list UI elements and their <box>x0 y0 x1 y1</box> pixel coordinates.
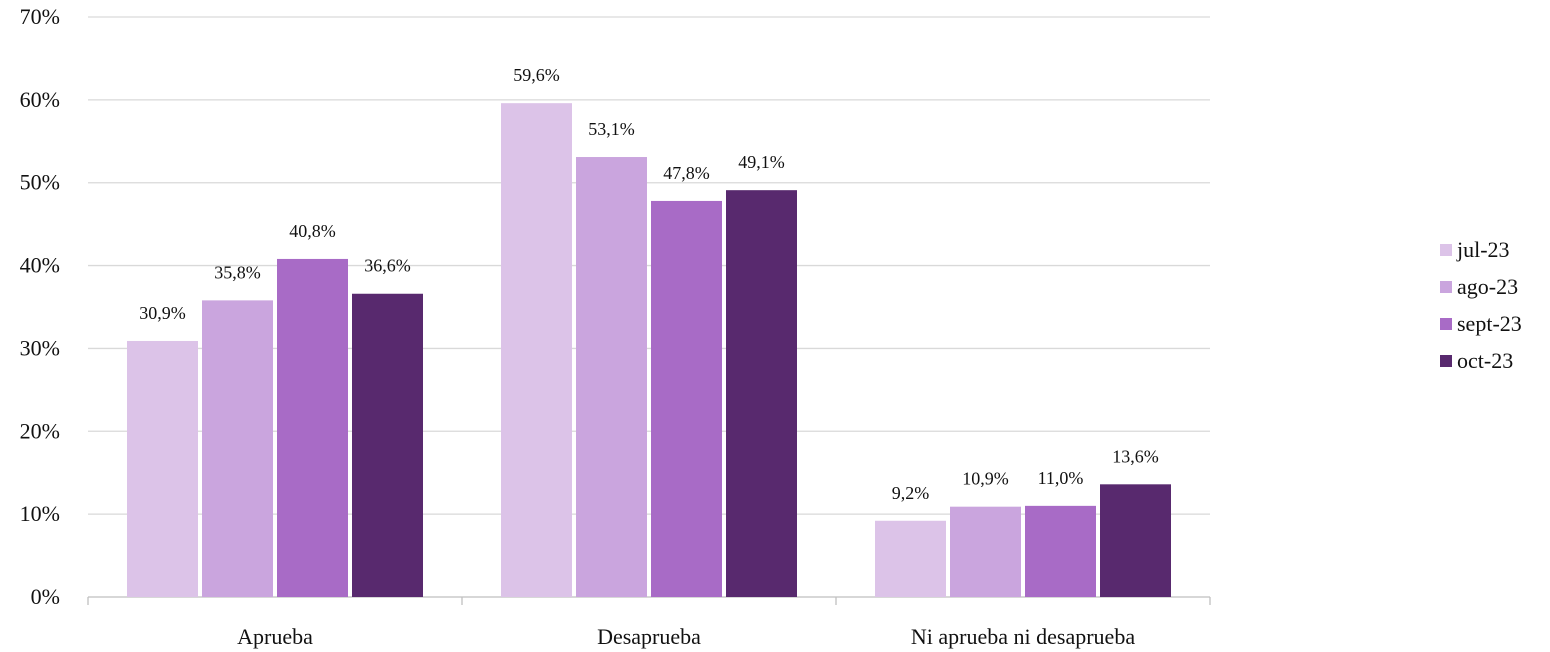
category-label: Aprueba <box>237 624 313 649</box>
data-label: 10,9% <box>962 469 1009 489</box>
data-label: 53,1% <box>588 119 635 139</box>
legend-label: sept-23 <box>1457 311 1522 336</box>
data-label: 9,2% <box>892 483 930 503</box>
y-tick-label: 50% <box>20 170 60 195</box>
legend-label: ago-23 <box>1457 274 1518 299</box>
legend-swatch <box>1440 318 1452 330</box>
y-tick-label: 70% <box>20 4 60 29</box>
legend-label: jul-23 <box>1456 237 1510 262</box>
y-axis-ticks: 0% 10% 20% 30% 40% 50% 60% 70% <box>20 4 60 609</box>
data-label: 47,8% <box>663 163 710 183</box>
y-tick-label: 40% <box>20 253 60 278</box>
y-tick-label: 20% <box>20 418 60 443</box>
category-labels: Aprueba Desaprueba Ni aprueba ni desaprueb… <box>237 624 1135 649</box>
legend-swatch <box>1440 281 1452 293</box>
bars <box>127 103 1171 598</box>
bar-ago-23 <box>950 506 1021 597</box>
bar-oct-23 <box>1100 484 1171 597</box>
bar-sept-23 <box>651 200 722 597</box>
data-label: 59,6% <box>513 65 560 85</box>
y-tick-label: 60% <box>20 87 60 112</box>
data-label: 35,8% <box>214 262 261 282</box>
x-axis <box>87 596 1211 605</box>
bar-oct-23 <box>726 190 797 597</box>
category-label: Ni aprueba ni desaprueba <box>911 624 1135 649</box>
legend: jul-23 ago-23 sept-23 oct-23 <box>1440 237 1522 373</box>
y-tick-label: 10% <box>20 501 60 526</box>
bar-sept-23 <box>1025 505 1096 597</box>
legend-swatch <box>1440 355 1452 367</box>
legend-swatch <box>1440 244 1452 256</box>
data-label: 49,1% <box>738 152 785 172</box>
legend-label: oct-23 <box>1457 348 1513 373</box>
bar-oct-23 <box>352 293 423 597</box>
y-tick-label: 0% <box>31 584 60 609</box>
data-label: 13,6% <box>1112 446 1159 466</box>
bar-jul-23 <box>875 520 946 597</box>
y-tick-label: 30% <box>20 335 60 360</box>
data-label: 11,0% <box>1038 468 1084 488</box>
data-label: 36,6% <box>364 256 411 276</box>
data-label: 40,8% <box>289 221 336 241</box>
bar-sept-23 <box>277 258 348 597</box>
bar-ago-23 <box>202 300 273 597</box>
bar-jul-23 <box>501 103 572 598</box>
bar-ago-23 <box>576 157 647 597</box>
bar-jul-23 <box>127 340 198 597</box>
data-labels: 30,9% 35,8% 40,8% 36,6% 59,6% 53,1% 47,8% 49,1%… <box>139 65 1159 503</box>
category-label: Desaprueba <box>597 624 701 649</box>
gridlines <box>88 16 1210 515</box>
data-label: 30,9% <box>139 303 186 323</box>
